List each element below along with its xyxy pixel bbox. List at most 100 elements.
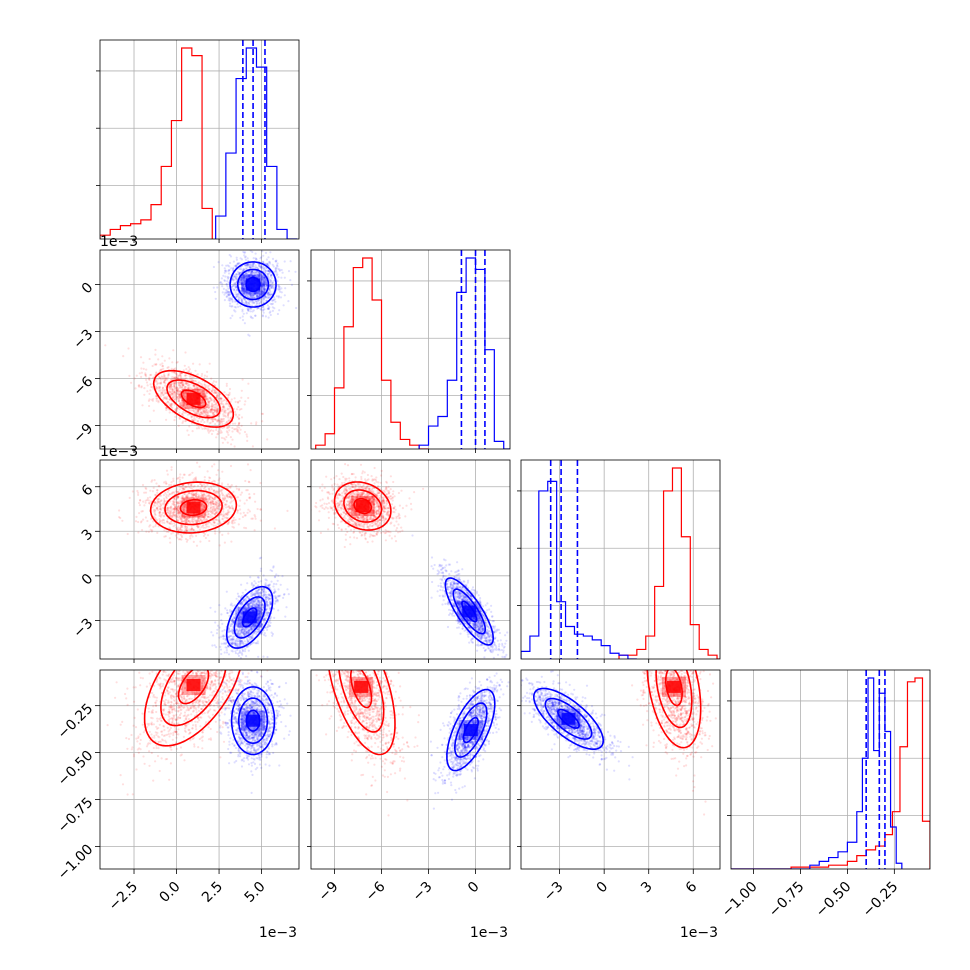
contour-red xyxy=(164,489,223,526)
contour-blue xyxy=(233,596,266,639)
histogram-panel-1 xyxy=(307,249,511,450)
y-tick-label: 6 xyxy=(79,482,97,500)
contour-red xyxy=(143,670,241,747)
histogram-panel-2 xyxy=(517,459,721,660)
contour-red xyxy=(350,670,373,709)
panel-frame xyxy=(520,459,721,660)
y-tick-label: −9 xyxy=(70,421,96,447)
scatter-panel-3-0 xyxy=(99,669,300,870)
y-tick-label: −6 xyxy=(70,373,96,399)
density-core-red xyxy=(186,501,201,514)
density-core-red xyxy=(186,679,201,692)
y-tick-label: 3 xyxy=(79,526,97,544)
density-halo-red xyxy=(181,388,206,409)
contour-red xyxy=(333,481,392,531)
y-offset-label: 1e−3 xyxy=(100,444,138,460)
density-halo-red xyxy=(181,497,206,518)
x-tick-label: −3 xyxy=(410,879,436,905)
x-tick-label: −3 xyxy=(541,879,567,905)
contour-red xyxy=(343,489,383,523)
contour-blue xyxy=(229,261,277,308)
histogram-panel-3 xyxy=(727,669,931,870)
histogram-red xyxy=(618,467,720,659)
x-tick-label: −1.00 xyxy=(719,879,761,921)
panel-frame xyxy=(99,669,300,870)
x-axis-3: −1.00 −0.75 −0.50 −0.25 xyxy=(719,869,901,920)
panel-frame xyxy=(520,669,721,870)
contour-blue xyxy=(444,577,495,646)
histogram-panel-0 xyxy=(96,39,300,240)
contour-red xyxy=(149,481,238,534)
panel-background xyxy=(521,460,720,659)
panel-background xyxy=(311,250,510,449)
histogram-blue xyxy=(215,47,298,239)
x-tick-label: −9 xyxy=(316,879,342,905)
contour-blue xyxy=(532,687,605,750)
y-tick-label: 0 xyxy=(79,571,97,589)
contour-blue xyxy=(452,588,486,635)
contour-blue xyxy=(245,709,261,732)
histogram-red xyxy=(100,47,213,239)
scatter-panel-3-1 xyxy=(310,669,511,870)
contour-red xyxy=(655,670,693,729)
contour-red xyxy=(665,670,683,707)
scatter-panel-2-0 xyxy=(99,459,300,660)
histogram-blue xyxy=(521,480,637,659)
x-tick-label: 5.0 xyxy=(242,879,269,906)
x-tick-label: −6 xyxy=(363,879,389,905)
histogram-red xyxy=(315,257,429,449)
scatter-panel-3-2 xyxy=(520,669,721,870)
x-offset-label: 1e−3 xyxy=(680,925,718,941)
x-offset-label: 1e−3 xyxy=(259,925,297,941)
panel-frame xyxy=(99,249,300,450)
histogram-blue xyxy=(731,677,903,869)
x-tick-label: −0.50 xyxy=(813,879,855,921)
contour-red xyxy=(328,670,396,756)
contour-blue xyxy=(225,585,274,649)
contour-blue xyxy=(453,702,488,758)
panel-frame xyxy=(310,459,511,660)
contour-blue xyxy=(557,708,580,729)
panel-frame xyxy=(730,669,931,870)
contour-red xyxy=(166,379,221,419)
x-tick-label: 0 xyxy=(465,879,483,897)
y-tick-label: 0 xyxy=(79,280,97,298)
y-offset-label: 1e−3 xyxy=(100,234,138,250)
y-tick-label: −0.50 xyxy=(55,748,97,790)
contour-blue xyxy=(461,600,478,623)
panel-frame xyxy=(310,669,511,870)
panel-background xyxy=(311,460,510,659)
x-tick-label: −0.75 xyxy=(766,879,808,921)
contour-blue xyxy=(446,688,496,772)
contour-red xyxy=(646,670,702,749)
panel-frame xyxy=(99,459,300,660)
x-tick-label: 6 xyxy=(683,879,701,897)
y-tick-label: −0.75 xyxy=(55,795,97,837)
contour-blue xyxy=(544,697,593,740)
contour-blue xyxy=(245,276,261,293)
scatter-panel-1-0 xyxy=(99,249,300,450)
x-tick-label: 0.0 xyxy=(157,879,184,906)
density-core-blue xyxy=(246,278,261,291)
density-core-blue xyxy=(462,605,477,618)
contour-blue xyxy=(462,716,480,744)
density-core-blue xyxy=(246,714,261,727)
contour-red xyxy=(338,670,385,733)
panel-background xyxy=(100,460,299,659)
density-core-red xyxy=(355,500,370,513)
y-tick-label: −3 xyxy=(70,327,96,353)
panel-background xyxy=(100,670,299,869)
x-offset-label: 1e−3 xyxy=(470,925,508,941)
contour-red xyxy=(160,670,227,727)
y-tick-label: −3 xyxy=(70,615,96,641)
contour-blue xyxy=(230,686,276,756)
x-tick-label: 0 xyxy=(594,879,612,897)
density-halo-red xyxy=(181,675,206,696)
panel-background xyxy=(521,670,720,869)
density-halo-blue xyxy=(241,710,266,731)
histogram-blue xyxy=(418,257,510,449)
y-tick-label: −0.25 xyxy=(55,701,97,743)
contour-blue xyxy=(238,697,269,745)
contour-red xyxy=(179,499,208,517)
